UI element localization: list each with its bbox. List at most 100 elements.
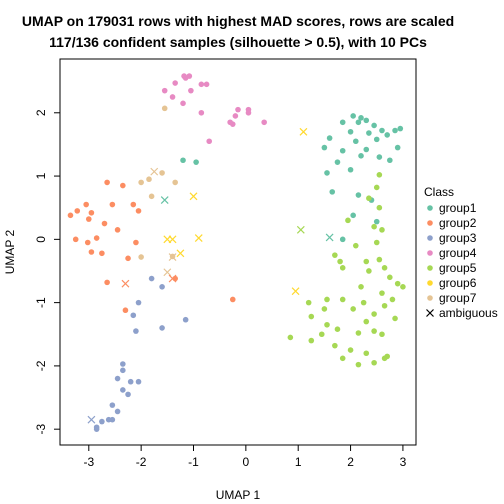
group5-point: [400, 284, 406, 290]
ambiguous-point: [291, 287, 300, 296]
y-tick-label: 2: [34, 109, 48, 116]
group3-point: [135, 299, 142, 306]
x-tick-label: 3: [400, 455, 407, 469]
legend-label: group6: [439, 276, 477, 290]
ambiguous-point: [163, 268, 172, 277]
group5-point: [371, 223, 377, 230]
legend-marker-dot: [427, 235, 433, 241]
group4-point: [261, 119, 267, 126]
group4-point: [180, 100, 186, 107]
group1-point: [347, 166, 354, 173]
chart-title-line-1: UMAP on 179031 rows with highest MAD sco…: [22, 13, 454, 29]
group3-point: [133, 328, 139, 334]
group5-point: [355, 361, 362, 368]
legend-item-group4: group4: [427, 246, 477, 260]
group2-point: [67, 212, 74, 219]
group3-point: [114, 408, 121, 415]
group1-point: [339, 236, 346, 243]
group2-point: [85, 216, 92, 222]
group1-point: [339, 147, 346, 154]
legend-label: ambiguous: [439, 306, 498, 320]
group2-point: [130, 201, 137, 208]
group5-point: [334, 326, 341, 333]
points-layer: [67, 73, 406, 432]
ambiguous-point: [189, 192, 198, 201]
legend-item-ambiguous: ambiguous: [426, 306, 498, 320]
group5-point: [379, 227, 385, 233]
legend-label: group3: [439, 231, 477, 245]
x-axis-label: UMAP 1: [216, 488, 261, 502]
legend-label: group4: [439, 246, 477, 260]
group5-point: [332, 252, 338, 258]
group5-point: [373, 239, 380, 246]
group5-point: [332, 342, 338, 349]
group2-point: [99, 250, 105, 257]
group2-point: [93, 235, 100, 241]
group5-point: [363, 318, 370, 325]
group5-point: [379, 290, 385, 296]
group4-point: [198, 109, 205, 116]
chart-title-line-2: 117/136 confident samples (silhouette > …: [49, 34, 427, 50]
group1-point: [352, 138, 359, 145]
group5-point: [381, 302, 388, 309]
legend-item-group1: group1: [427, 201, 477, 215]
legend-marker-dot: [427, 295, 433, 301]
group1-point: [358, 153, 364, 159]
group1-point: [371, 122, 377, 129]
group5-point: [308, 313, 315, 320]
group1-point: [347, 128, 354, 135]
legend-item-group5: group5: [427, 261, 477, 275]
group1-point: [363, 146, 370, 153]
group3-point: [130, 312, 137, 319]
group5-point: [373, 184, 380, 191]
group2-point: [122, 307, 129, 314]
y-tick-label: -3: [34, 424, 48, 435]
group1-point: [358, 115, 364, 121]
y-tick-label: 1: [34, 172, 48, 179]
group5-point: [287, 334, 294, 341]
group2-point: [88, 209, 95, 216]
group3-point: [109, 416, 116, 423]
group4-point: [172, 80, 178, 86]
ambiguous-point: [299, 127, 308, 136]
x-tick-label: 1: [295, 455, 302, 469]
group5-point: [371, 328, 377, 334]
group3-point: [135, 378, 142, 385]
group7-point: [172, 179, 178, 186]
group3-point: [125, 391, 131, 398]
group1-point: [180, 157, 186, 164]
legend-label: group2: [439, 216, 477, 230]
group2-point: [72, 236, 79, 243]
x-tick-label: -2: [136, 455, 147, 469]
x-tick-label: 2: [347, 455, 354, 469]
group3-point: [182, 316, 189, 323]
y-tick-label: -1: [34, 297, 48, 308]
group4-point: [235, 106, 241, 113]
group4-point: [206, 138, 213, 145]
group7-point: [161, 105, 168, 112]
legend-marker-dot: [427, 265, 433, 271]
group3-point: [93, 426, 100, 432]
group5-point: [350, 306, 356, 312]
group2-point: [83, 201, 89, 208]
group1-point: [350, 113, 356, 119]
group5-point: [389, 296, 396, 303]
group3-point: [127, 378, 134, 385]
x-tick-label: 0: [243, 455, 250, 469]
group5-point: [321, 306, 328, 312]
legend: Class group1group2group3group4group5grou…: [424, 185, 498, 320]
group2-point: [101, 220, 108, 227]
group1-point: [373, 218, 380, 225]
group5-point: [339, 355, 346, 362]
group3-point: [99, 418, 105, 425]
group3-point: [159, 284, 165, 290]
group5-point: [358, 284, 364, 290]
group5-point: [347, 347, 354, 353]
ambiguous-point: [168, 253, 177, 261]
y-tick-label: -2: [34, 360, 48, 371]
group1-point: [350, 212, 356, 219]
group1-point: [363, 117, 370, 124]
ambiguous-point: [194, 234, 203, 243]
group2-point: [120, 182, 126, 189]
group4-point: [203, 81, 210, 88]
